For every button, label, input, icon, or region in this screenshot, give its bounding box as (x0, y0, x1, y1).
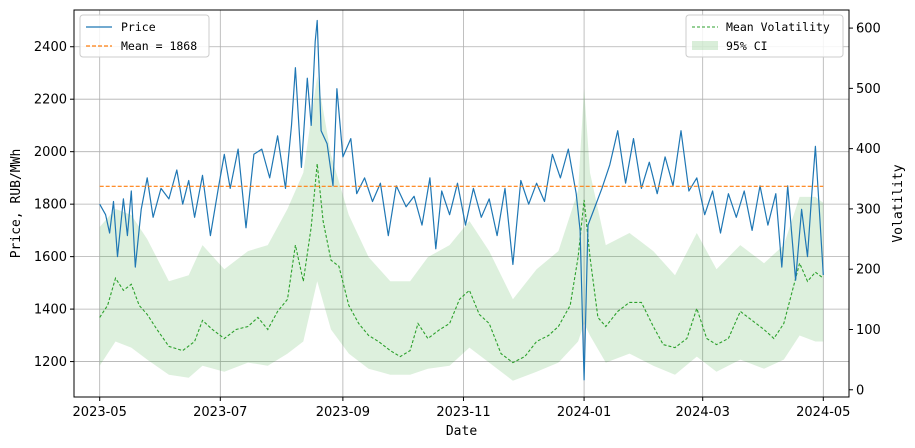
y2-tick-label: 100 (856, 323, 881, 338)
x-tick-label: 2023-11 (436, 405, 490, 420)
y2-tick-label: 500 (856, 82, 881, 97)
legend-price-label: Price (121, 20, 156, 34)
y2-tick-label: 400 (856, 142, 881, 157)
y-tick-label: 1600 (34, 250, 67, 265)
y2-tick-label: 200 (856, 263, 881, 278)
y2-tick-label: 0 (856, 383, 864, 398)
y2-axis-label: Volatility (891, 164, 906, 242)
x-tick-label: 2023-05 (73, 405, 127, 420)
legend-ci-swatch (692, 41, 718, 50)
x-tick-label: 2024-03 (676, 405, 730, 420)
legend-right: Mean Volatility 95% CI (685, 14, 844, 58)
price-line (99, 19, 824, 381)
legend-right-box (685, 14, 844, 58)
legend-left-box (79, 14, 210, 58)
y2-tick-label: 600 (856, 22, 881, 37)
legend-ci-label: 95% CI (726, 39, 768, 53)
plot-frame (73, 9, 850, 398)
x-tick-label: 2023-09 (316, 405, 370, 420)
y-tick-label: 1200 (34, 355, 67, 370)
volatility-line-layer (99, 163, 824, 364)
legend-left: Price Mean = 1868 (79, 14, 210, 58)
y2-tick-label: 300 (856, 202, 881, 217)
x-tick-label: 2024-01 (557, 405, 611, 420)
x-tick-label: 2024-05 (796, 405, 850, 420)
price-line-layer (99, 19, 824, 381)
volatility-line (99, 163, 824, 364)
y-tick-label: 1400 (34, 303, 67, 318)
ci-band-layer (99, 76, 824, 381)
ticks: 2023-05 2023-07 2023-09 2023-11 2024-01 2024-… (34, 22, 881, 420)
y-tick-label: 2200 (34, 93, 67, 108)
legend-mean-label: Mean = 1868 (121, 39, 197, 53)
x-tick-label: 2023-07 (193, 405, 247, 420)
y-tick-label: 2000 (34, 145, 67, 160)
ci-band (99, 76, 824, 381)
y-tick-label: 1800 (34, 198, 67, 213)
y-axis-label: Price, RUB/MWh (9, 149, 24, 259)
x-axis-label: Date (446, 424, 477, 439)
y-tick-label: 2400 (34, 40, 67, 55)
legend-volatility-label: Mean Volatility (726, 20, 830, 34)
